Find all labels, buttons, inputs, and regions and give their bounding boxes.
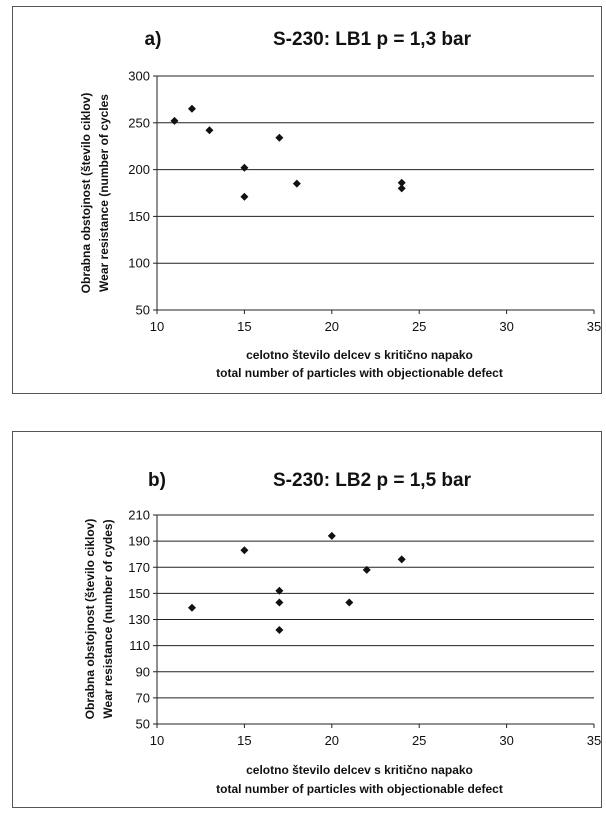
y-tick-label-b-150: 150 xyxy=(128,586,150,601)
y-tick-label-b-110: 110 xyxy=(129,638,150,653)
chart-title-b: S-230: LB2 p = 1,5 bar xyxy=(273,470,472,491)
y-tick-label-a-50: 50 xyxy=(136,303,150,318)
panel-label-b: b) xyxy=(148,470,166,491)
data-point-a-5 xyxy=(275,133,284,142)
x-axis-label-a-line1: celotno število delcev s kritično napako xyxy=(246,348,473,362)
y-tick-label-b-210: 210 xyxy=(128,508,150,523)
x-tick-label-a-10: 10 xyxy=(150,319,164,334)
x-tick-label-a-30: 30 xyxy=(499,319,513,334)
data-point-b-3 xyxy=(275,598,284,607)
x-axis-label-b-line1: celotno število delcev s kritično napako xyxy=(246,763,473,777)
y-tick-label-a-300: 300 xyxy=(128,69,150,84)
x-tick-label-b-25: 25 xyxy=(412,733,426,748)
data-point-a-3 xyxy=(240,163,249,172)
y-tick-label-b-50: 50 xyxy=(136,717,150,732)
data-point-b-6 xyxy=(345,598,354,607)
y-tick-label-a-250: 250 xyxy=(128,115,150,130)
x-axis-label-a-line2: total number of particles with objection… xyxy=(216,366,503,380)
x-tick-label-b-30: 30 xyxy=(499,733,513,748)
y-axis-label-a-line1: Obrabna obstojnost (število ciklov) xyxy=(79,93,93,294)
y-axis-label-b-line2: Wear resistance (number of cydes) xyxy=(101,519,115,718)
x-tick-label-b-35: 35 xyxy=(587,733,601,748)
y-tick-label-b-70: 70 xyxy=(136,690,150,705)
data-point-a-6 xyxy=(292,179,301,188)
data-point-a-4 xyxy=(240,192,249,201)
x-tick-label-b-15: 15 xyxy=(237,733,251,748)
x-tick-label-a-20: 20 xyxy=(325,319,339,334)
chart-title-a: S-230: LB1 p = 1,3 bar xyxy=(273,29,472,50)
panel-label-a: a) xyxy=(145,29,162,50)
x-tick-label-a-35: 35 xyxy=(587,319,601,334)
y-tick-label-a-150: 150 xyxy=(128,209,150,224)
data-point-a-0 xyxy=(170,116,179,125)
data-point-a-2 xyxy=(205,126,214,135)
x-tick-label-b-20: 20 xyxy=(325,733,339,748)
x-tick-label-b-10: 10 xyxy=(150,733,164,748)
y-axis-label-b-line1: Obrabna obstojnost (število ciklov) xyxy=(83,519,97,720)
x-tick-label-a-15: 15 xyxy=(237,319,251,334)
data-point-b-0 xyxy=(187,603,196,612)
data-point-b-7 xyxy=(362,565,371,574)
y-tick-label-b-190: 190 xyxy=(128,534,150,549)
data-point-a-7 xyxy=(397,178,406,187)
y-tick-label-a-200: 200 xyxy=(128,162,150,177)
chart-panel-a xyxy=(12,6,602,394)
x-axis-label-b-line2: total number of particles with objection… xyxy=(216,782,503,796)
data-point-a-1 xyxy=(187,104,196,113)
y-tick-label-b-130: 130 xyxy=(128,612,150,627)
data-point-b-5 xyxy=(327,531,336,540)
data-point-b-4 xyxy=(275,625,284,634)
y-tick-label-b-90: 90 xyxy=(136,664,150,679)
data-point-b-1 xyxy=(240,546,249,555)
y-axis-label-a-line2: Wear resistance (number of cycles xyxy=(97,94,111,292)
data-point-b-2 xyxy=(275,586,284,595)
y-tick-label-a-100: 100 xyxy=(128,256,150,271)
data-point-a-8 xyxy=(397,184,406,193)
data-point-b-8 xyxy=(397,555,406,564)
x-tick-label-a-25: 25 xyxy=(412,319,426,334)
y-tick-label-b-170: 170 xyxy=(128,560,150,575)
